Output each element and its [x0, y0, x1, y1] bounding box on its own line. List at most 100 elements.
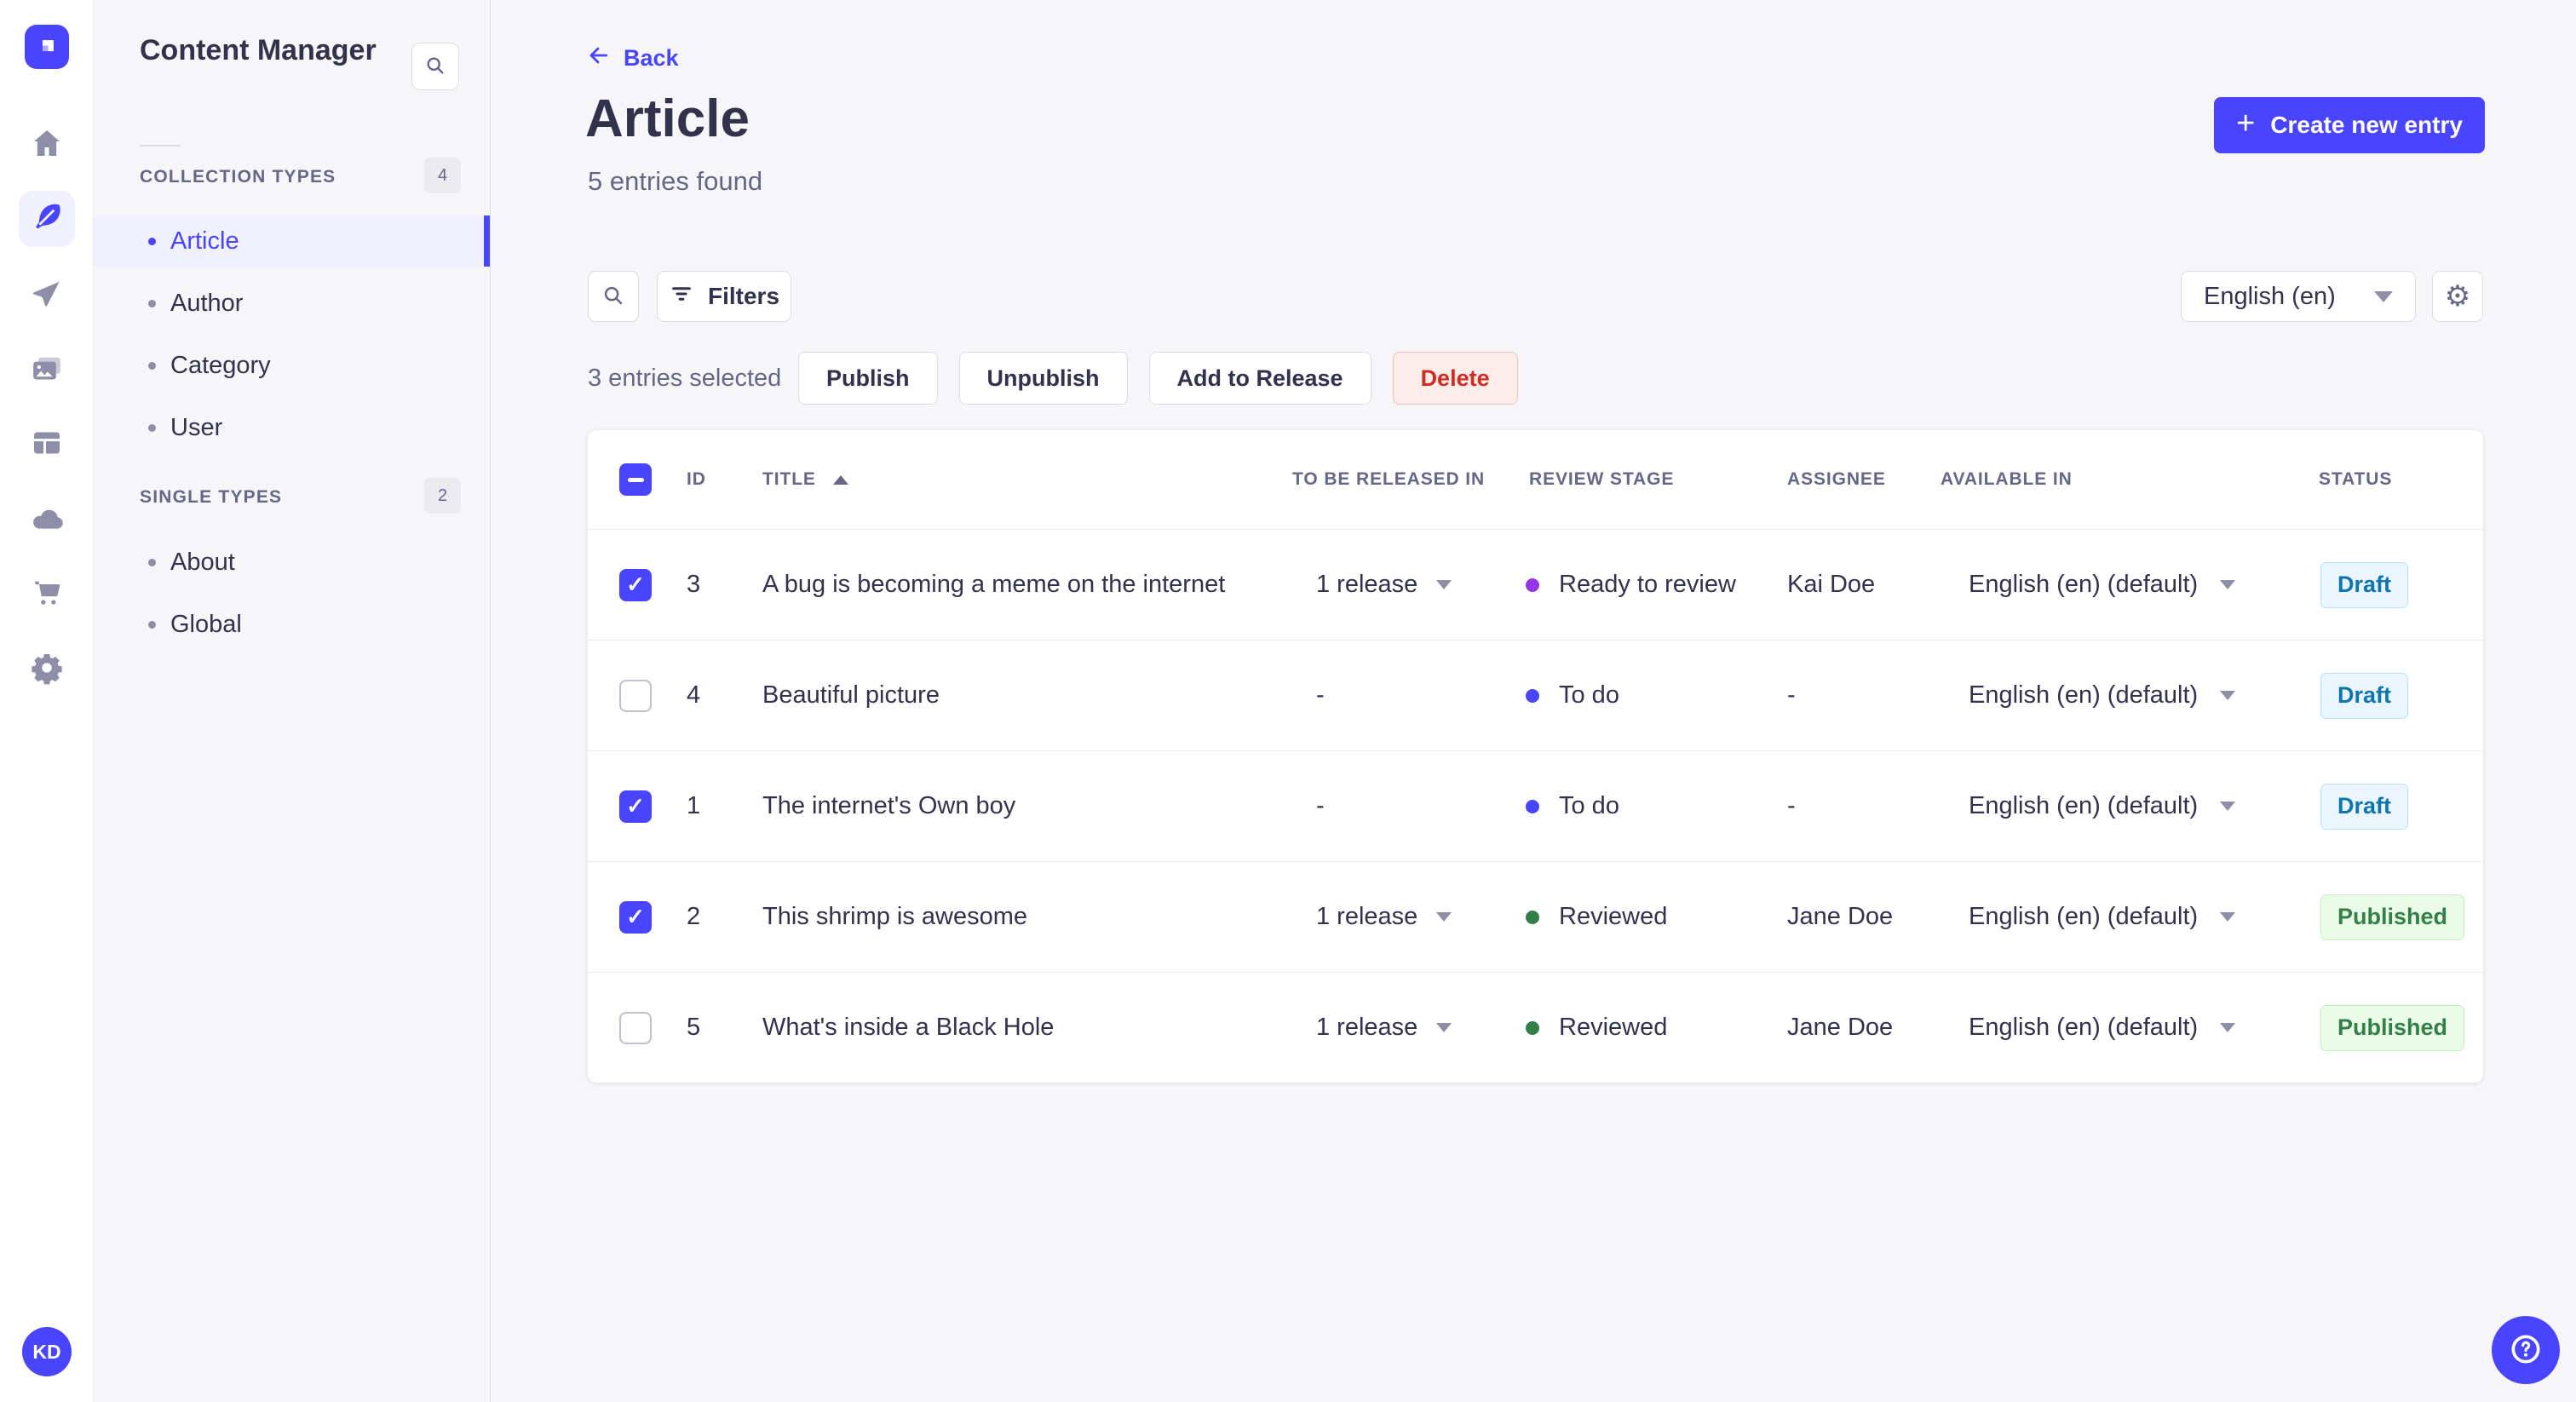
- subnav-item-article[interactable]: Article: [94, 215, 490, 267]
- subnav-title: Content Manager: [140, 34, 377, 66]
- subnav-item-global[interactable]: Global: [94, 599, 490, 650]
- subnav-item-user[interactable]: User: [94, 402, 490, 453]
- plus-icon: +: [2236, 106, 2256, 141]
- row-checkbox-cell: ✓: [619, 751, 652, 861]
- row-checkbox-cell: [619, 973, 652, 1083]
- back-link[interactable]: Back: [586, 43, 679, 74]
- table-row[interactable]: ✓ 1 The internet's Own boy - To do - English (…: [588, 750, 2483, 861]
- rail-item-marketplace[interactable]: [19, 566, 75, 623]
- locale-select[interactable]: English (en): [2181, 271, 2416, 322]
- table-row[interactable]: 4 Beautiful picture - To do - English (en) (d…: [588, 640, 2483, 750]
- locale-value: English (en) (default): [1969, 903, 2199, 930]
- add-to-release-button[interactable]: Add to Release: [1148, 352, 1371, 405]
- select-all-cell: [619, 430, 652, 529]
- status-badge: Published: [2320, 1004, 2465, 1051]
- cell-title: This shrimp is awesome: [762, 903, 1028, 930]
- row-checkbox-cell: ✓: [619, 530, 652, 640]
- rail-item-settings[interactable]: [19, 641, 75, 698]
- search-button[interactable]: [588, 271, 639, 322]
- bullet-icon: [148, 237, 156, 245]
- section-label: COLLECTION TYPES: [140, 167, 336, 187]
- delete-button[interactable]: Delete: [1392, 352, 1518, 405]
- locale-value: English (en): [2204, 282, 2336, 310]
- column-header-title-label: TITLE: [762, 469, 816, 489]
- rail-item-home[interactable]: [19, 117, 75, 173]
- stage-label: Ready to review: [1559, 571, 1736, 598]
- chevron-down-icon: [2220, 691, 2236, 700]
- chevron-down-icon: [1436, 580, 1452, 589]
- cell-status: Draft: [2320, 641, 2409, 750]
- cell-locale[interactable]: English (en) (default): [1969, 641, 2236, 750]
- bullet-icon: [148, 558, 156, 566]
- publish-button[interactable]: Publish: [798, 352, 938, 405]
- subnav-item-category[interactable]: Category: [94, 340, 490, 391]
- cell-release[interactable]: 1 release: [1316, 530, 1452, 640]
- row-checkbox[interactable]: ✓: [619, 900, 652, 934]
- cart-icon: [30, 576, 64, 614]
- column-header-id[interactable]: ID: [687, 430, 706, 529]
- cell-id: 1: [687, 792, 701, 819]
- search-icon: [423, 54, 447, 80]
- home-icon: [30, 126, 64, 164]
- rail-item-deploy[interactable]: [19, 492, 75, 549]
- select-all-checkbox[interactable]: [619, 463, 652, 496]
- cell-release[interactable]: 1 release: [1316, 973, 1452, 1083]
- rail-item-releases[interactable]: [19, 268, 75, 325]
- subnav-search-button[interactable]: [411, 43, 459, 90]
- cell-assignee: -: [1787, 792, 1796, 819]
- cell-locale[interactable]: English (en) (default): [1969, 530, 2236, 640]
- bullet-icon: [148, 299, 156, 307]
- stage-dot-icon: [1526, 799, 1539, 813]
- row-checkbox[interactable]: [619, 1011, 652, 1044]
- column-header-stage: REVIEW STAGE: [1529, 430, 1674, 529]
- main-nav-rail: KD: [0, 0, 94, 1402]
- cell-locale[interactable]: English (en) (default): [1969, 751, 2236, 861]
- rail-item-content-type-builder[interactable]: [19, 417, 75, 473]
- table-row[interactable]: ✓ 2 This shrimp is awesome 1 release Reviewe…: [588, 861, 2483, 972]
- chevron-down-icon: [2220, 580, 2236, 589]
- section-label: SINGLE TYPES: [140, 487, 283, 507]
- subnav-item-list: About Global: [94, 537, 490, 661]
- cell-release[interactable]: 1 release: [1316, 862, 1452, 972]
- subnav-item-label: Article: [170, 227, 239, 255]
- sort-ascending-icon: [832, 474, 848, 485]
- entries-table: ID TITLE TO BE RELEASED IN REVIEW STAGE ASSI…: [588, 430, 2483, 1083]
- stage-dot-icon: [1526, 910, 1539, 924]
- cell-release: -: [1316, 641, 1325, 750]
- cell-title: The internet's Own boy: [762, 792, 1016, 819]
- help-button[interactable]: [2492, 1316, 2560, 1384]
- subnav-item-label: Global: [170, 610, 242, 638]
- view-settings-button[interactable]: ⚙: [2432, 271, 2483, 322]
- selection-count: 3 entries selected: [588, 365, 782, 392]
- rail-item-content-manager[interactable]: [18, 191, 75, 247]
- user-avatar[interactable]: KD: [22, 1327, 72, 1376]
- entries-count: 5 entries found: [588, 166, 763, 196]
- locale-value: English (en) (default): [1969, 681, 2199, 709]
- rail-item-media-library[interactable]: [19, 342, 75, 399]
- strapi-logo[interactable]: [25, 25, 69, 69]
- create-entry-button[interactable]: + Create new entry: [2214, 97, 2485, 153]
- row-checkbox[interactable]: [619, 679, 652, 712]
- table-row[interactable]: ✓ 3 A bug is becoming a meme on the intern…: [588, 529, 2483, 640]
- subnav-item-about[interactable]: About: [94, 537, 490, 588]
- chevron-down-icon: [2220, 802, 2236, 811]
- main-content: Back Article 5 entries found + Create ne…: [491, 0, 2576, 1402]
- row-checkbox[interactable]: ✓: [619, 790, 652, 823]
- column-header-id-label: ID: [687, 469, 706, 489]
- stage-label: To do: [1559, 792, 1619, 819]
- cell-locale[interactable]: English (en) (default): [1969, 862, 2236, 972]
- row-checkbox[interactable]: ✓: [619, 568, 652, 601]
- cloud-icon: [30, 502, 64, 540]
- table-row[interactable]: 5 What's inside a Black Hole 1 release Revi…: [588, 972, 2483, 1083]
- column-header-locale-label: AVAILABLE IN: [1941, 469, 2073, 489]
- cell-locale[interactable]: English (en) (default): [1969, 973, 2236, 1083]
- table-header-row: ID TITLE TO BE RELEASED IN REVIEW STAGE ASSI…: [588, 430, 2483, 529]
- row-checkbox-cell: [619, 641, 652, 750]
- filters-button[interactable]: Filters: [657, 271, 791, 322]
- section-count-badge: 2: [424, 478, 461, 514]
- unpublish-button[interactable]: Unpublish: [958, 352, 1128, 405]
- column-header-title[interactable]: TITLE: [762, 430, 848, 529]
- subnav-item-author[interactable]: Author: [94, 278, 490, 329]
- media-library-icon: [30, 352, 64, 390]
